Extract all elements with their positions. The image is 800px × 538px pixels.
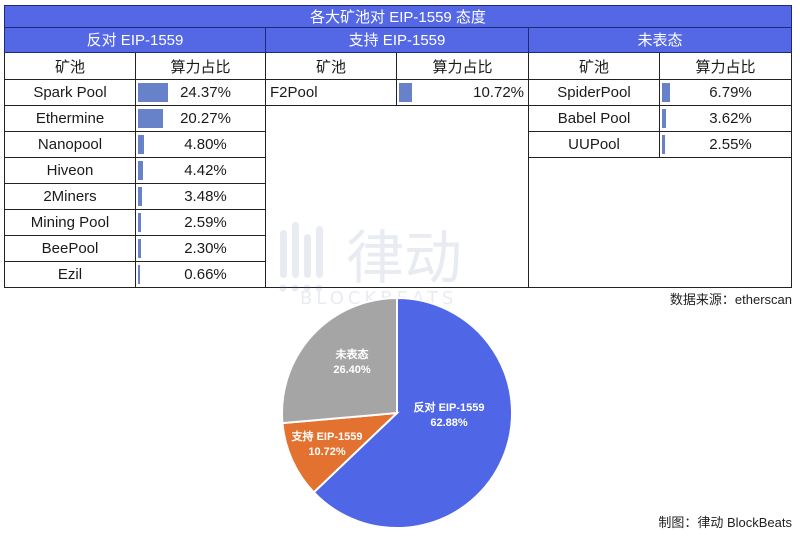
pie-slice-support — [281, 411, 400, 494]
data-source-note: 数据来源：etherscan — [669, 292, 792, 307]
table-title: 各大矿池对 EIP-1559 态度 — [4, 5, 792, 28]
column-header-row: 矿池 算力占比 — [529, 53, 791, 80]
hashrate-share: 6.79% — [660, 80, 791, 105]
share-value: 3.62% — [709, 110, 752, 127]
group-header-oppose: 反对 EIP-1559 — [4, 28, 266, 53]
share-bar — [138, 161, 144, 180]
pie-svg — [281, 296, 513, 529]
pie-label-oppose: 反对 EIP-1559 62.88% — [399, 401, 499, 431]
support-rows: F2Pool 10.72% — [266, 80, 528, 106]
chart-credit: 制图：律动 BlockBeats — [658, 515, 792, 530]
table-row: Babel Pool 3.62% — [529, 106, 791, 132]
hashrate-share: 4.42% — [136, 158, 265, 183]
hashrate-share: 4.80% — [136, 132, 265, 157]
table-row: F2Pool 10.72% — [266, 80, 528, 106]
table-row: BeePool 2.30% — [5, 236, 265, 262]
pie-slice-undecided — [281, 296, 398, 425]
oppose-rows: Spark Pool 24.37% Ethermine 20.27% Nanopool 4… — [5, 80, 265, 288]
pie-label-undecided-name: 未表态 — [335, 349, 369, 361]
pool-name: SpiderPool — [529, 80, 660, 105]
column-header-pool: 矿池 — [266, 53, 397, 79]
pool-name: BeePool — [5, 236, 136, 261]
pool-name: UUPool — [529, 132, 660, 157]
group-columns: 矿池 算力占比 Spark Pool 24.37% Ethermine 20.27% N… — [4, 53, 792, 288]
group-header-row: 反对 EIP-1559 支持 EIP-1559 未表态 — [4, 28, 792, 53]
pool-name: Nanopool — [5, 132, 136, 157]
table-row: SpiderPool 6.79% — [529, 80, 791, 106]
pool-name: Mining Pool — [5, 210, 136, 235]
share-value: 20.27% — [180, 110, 231, 127]
group-header-undecided: 未表态 — [529, 28, 792, 53]
hashrate-share: 2.59% — [136, 210, 265, 235]
share-bar — [138, 187, 143, 206]
share-bar — [138, 109, 163, 128]
share-value: 24.37% — [180, 84, 231, 101]
table-row: Ezil 0.66% — [5, 262, 265, 288]
column-header-share: 算力占比 — [170, 58, 231, 76]
hashrate-share: 3.62% — [660, 106, 791, 131]
pie-chart: 反对 EIP-1559 62.88% 支持 EIP-1559 10.72% 未表… — [281, 296, 513, 529]
hashrate-share: 20.27% — [136, 106, 265, 131]
share-value: 0.66% — [184, 266, 227, 283]
undecided-block: 矿池 算力占比 SpiderPool 6.79% Babel Pool 3.62% UU… — [529, 53, 792, 288]
share-value: 3.48% — [184, 188, 227, 205]
pie-label-oppose-pct: 62.88% — [430, 417, 468, 429]
table-row: Nanopool 4.80% — [5, 132, 265, 158]
table-row: Mining Pool 2.59% — [5, 210, 265, 236]
share-bar — [662, 135, 666, 154]
column-header-share: 算力占比 — [695, 58, 756, 76]
share-value: 2.55% — [709, 136, 752, 153]
column-header-row: 矿池 算力占比 — [5, 53, 265, 80]
pie-label-undecided: 未表态 26.40% — [319, 348, 385, 378]
share-value: 2.30% — [184, 240, 227, 257]
share-bar — [138, 83, 168, 102]
column-header-pool: 矿池 — [5, 53, 136, 79]
pool-name: Babel Pool — [529, 106, 660, 131]
pool-name: 2Miners — [5, 184, 136, 209]
share-bar — [138, 135, 144, 154]
share-bar — [662, 109, 667, 128]
column-header-pool: 矿池 — [529, 53, 660, 79]
share-bar — [138, 265, 140, 284]
share-value: 6.79% — [709, 84, 752, 101]
share-bar — [138, 213, 142, 232]
pie-label-oppose-name: 反对 EIP-1559 — [413, 402, 485, 414]
share-bar — [138, 239, 141, 258]
share-value: 10.72% — [473, 84, 524, 101]
hashrate-share: 3.48% — [136, 184, 265, 209]
share-value: 4.42% — [184, 162, 227, 179]
pie-label-undecided-pct: 26.40% — [333, 364, 371, 376]
table-row: Spark Pool 24.37% — [5, 80, 265, 106]
pie-slice-oppose — [312, 296, 513, 529]
eip1559-stance-table: 各大矿池对 EIP-1559 态度 反对 EIP-1559 支持 EIP-155… — [4, 5, 792, 288]
table-row: Ethermine 20.27% — [5, 106, 265, 132]
hashrate-share: 24.37% — [136, 80, 265, 105]
hashrate-share: 10.72% — [397, 80, 528, 105]
table-row: 2Miners 3.48% — [5, 184, 265, 210]
pie-label-support: 支持 EIP-1559 10.72% — [281, 430, 373, 460]
pool-name: F2Pool — [266, 80, 397, 105]
undecided-rows: SpiderPool 6.79% Babel Pool 3.62% UUPool 2.55… — [529, 80, 791, 158]
pool-name: Hiveon — [5, 158, 136, 183]
share-bar — [399, 83, 413, 102]
pie-label-support-pct: 10.72% — [308, 446, 346, 458]
hashrate-share: 2.30% — [136, 236, 265, 261]
share-value: 2.59% — [184, 214, 227, 231]
pool-name: Ethermine — [5, 106, 136, 131]
pool-name: Ezil — [5, 262, 136, 287]
share-bar — [662, 83, 671, 102]
pool-name: Spark Pool — [5, 80, 136, 105]
hashrate-share: 2.55% — [660, 132, 791, 157]
column-header-share: 算力占比 — [432, 58, 493, 76]
support-block: 矿池 算力占比 F2Pool 10.72% — [266, 53, 529, 288]
hashrate-share: 0.66% — [136, 262, 265, 287]
group-header-support: 支持 EIP-1559 — [266, 28, 529, 53]
column-header-row: 矿池 算力占比 — [266, 53, 528, 80]
oppose-block: 矿池 算力占比 Spark Pool 24.37% Ethermine 20.27% N… — [4, 53, 266, 288]
table-row: Hiveon 4.42% — [5, 158, 265, 184]
table-row: UUPool 2.55% — [529, 132, 791, 158]
share-value: 4.80% — [184, 136, 227, 153]
pie-label-support-name: 支持 EIP-1559 — [291, 431, 363, 443]
